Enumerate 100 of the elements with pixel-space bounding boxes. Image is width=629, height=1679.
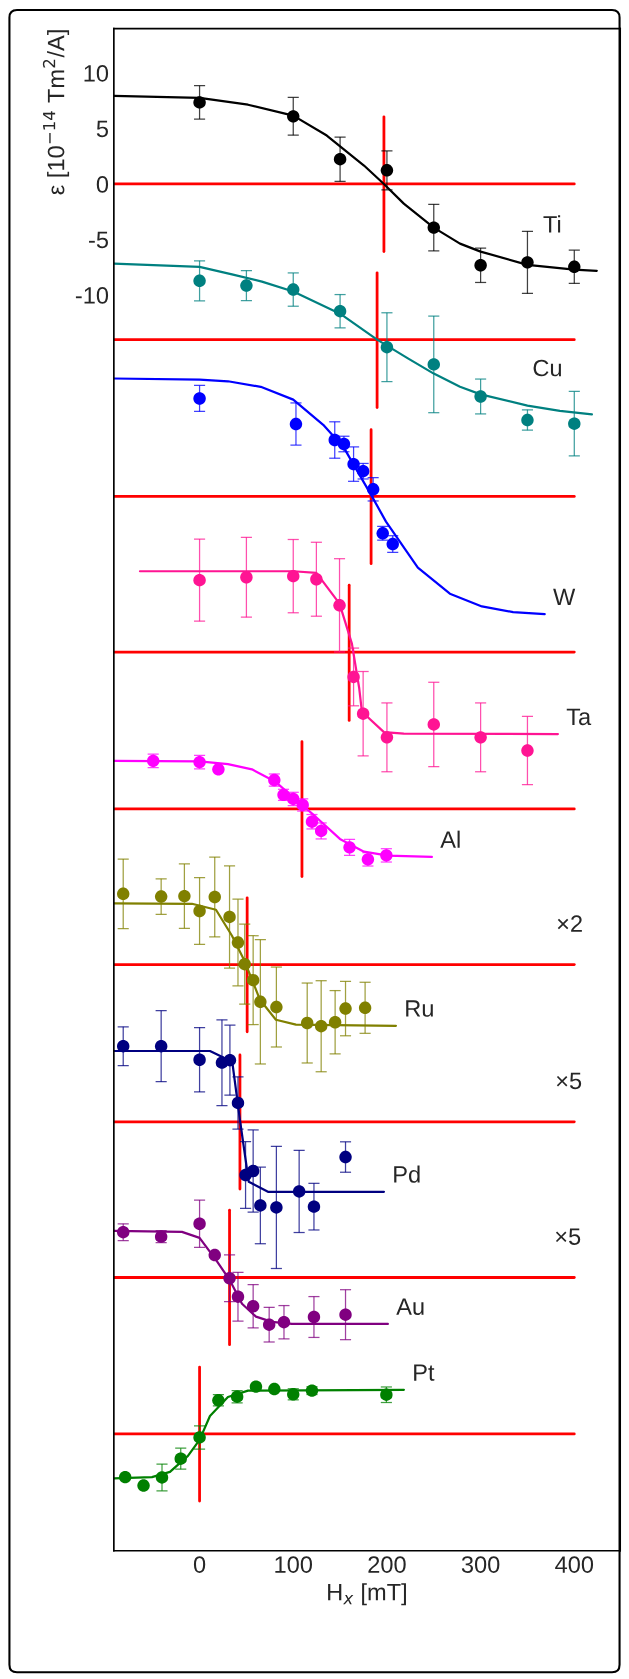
series-label: Cu — [533, 359, 561, 377]
point — [240, 279, 253, 292]
series-label: Ti — [543, 215, 561, 233]
point — [212, 763, 225, 776]
point — [223, 1054, 237, 1067]
point — [154, 1040, 168, 1053]
point — [568, 417, 581, 430]
x-tick-label: 300 — [461, 1556, 500, 1573]
x-tick-label: 200 — [368, 1556, 406, 1573]
annotation: ×5 — [556, 1072, 582, 1090]
point — [307, 1310, 321, 1324]
point — [366, 483, 380, 496]
point — [154, 890, 168, 903]
y-tick-label: 5 — [96, 120, 108, 138]
point — [208, 890, 221, 904]
point — [238, 957, 251, 971]
point — [193, 573, 206, 587]
point — [118, 1470, 132, 1484]
point — [310, 573, 323, 586]
y-axis-title: ε [10$^{−14}$ Tm$^{2}$/A] — [42, 30, 70, 195]
point — [339, 1002, 352, 1015]
point — [254, 995, 267, 1009]
point — [307, 1200, 321, 1213]
point — [270, 1201, 283, 1214]
point — [246, 1300, 260, 1313]
y-tick-label: -10 — [75, 287, 109, 304]
point — [333, 305, 347, 318]
point — [521, 256, 534, 269]
series-label: Pt — [414, 1364, 435, 1381]
y-tick-label: -5 — [89, 231, 108, 249]
point — [333, 153, 347, 166]
annotation: ×2 — [557, 915, 582, 932]
point — [193, 1431, 206, 1444]
point — [287, 283, 300, 296]
series-label: Al — [440, 830, 460, 848]
point — [193, 392, 206, 405]
point — [427, 221, 440, 234]
point — [289, 417, 303, 431]
point — [117, 887, 130, 900]
point — [249, 1380, 263, 1393]
point — [347, 457, 360, 471]
point — [193, 904, 206, 918]
x-axis-title: H$_{x}$ [mT] — [328, 1583, 406, 1606]
point — [427, 718, 440, 731]
point — [347, 670, 360, 684]
point — [178, 889, 191, 903]
point — [292, 1185, 306, 1198]
point — [117, 1040, 130, 1053]
point — [521, 744, 534, 757]
annotation: ×5 — [555, 1228, 581, 1245]
series-label: Pd — [394, 1165, 420, 1183]
point — [231, 1096, 245, 1110]
point — [339, 1150, 352, 1164]
point — [155, 1471, 169, 1484]
point — [356, 707, 370, 720]
point — [380, 340, 394, 354]
point — [314, 1020, 328, 1033]
point — [193, 274, 206, 288]
x-tick-label: 400 — [555, 1556, 594, 1573]
x-tick-label: 0 — [193, 1556, 206, 1573]
point — [208, 1248, 221, 1262]
point — [380, 731, 394, 744]
series-label: Ru — [406, 1000, 433, 1017]
point — [268, 1382, 281, 1396]
point — [521, 413, 534, 427]
point — [270, 1000, 283, 1014]
point — [223, 910, 236, 924]
point — [287, 110, 300, 123]
point — [568, 260, 581, 274]
point — [137, 1479, 150, 1492]
point — [231, 936, 245, 949]
point — [358, 1001, 372, 1015]
point — [193, 1217, 206, 1230]
y-tick-label: 0 — [96, 176, 109, 193]
series-label: W — [553, 588, 576, 605]
y-tick-label: 10 — [84, 65, 109, 82]
series-label: Au — [396, 1298, 424, 1315]
point — [246, 973, 260, 987]
series-label: Ta — [566, 708, 592, 726]
point — [193, 96, 206, 109]
point — [474, 731, 487, 744]
point — [328, 1016, 342, 1029]
x-tick-label: 100 — [275, 1556, 313, 1573]
line-series — [113, 377, 546, 616]
point — [231, 1290, 245, 1303]
point — [474, 390, 487, 403]
point — [262, 1318, 276, 1331]
point — [339, 1308, 352, 1321]
point — [474, 259, 487, 272]
point — [301, 1016, 314, 1030]
point — [427, 358, 440, 371]
point — [277, 1316, 291, 1329]
point — [223, 1272, 236, 1285]
point — [174, 1452, 187, 1465]
point — [240, 571, 253, 584]
point — [246, 1164, 260, 1178]
point — [333, 599, 346, 612]
point — [254, 1199, 267, 1212]
point — [193, 1053, 206, 1066]
point — [380, 164, 394, 177]
